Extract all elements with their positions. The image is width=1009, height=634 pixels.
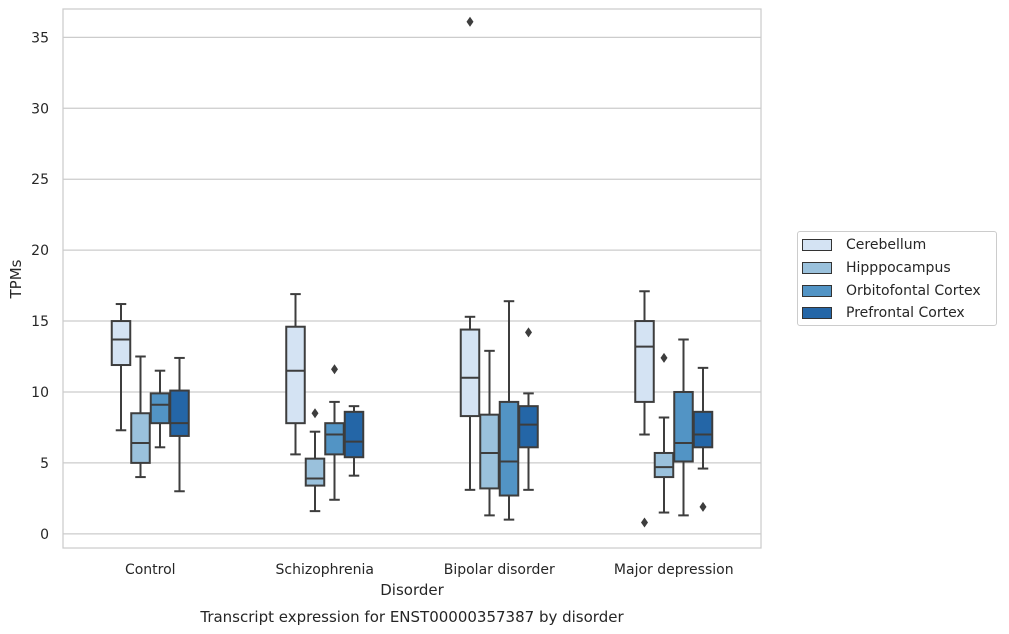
box-0-2: [149, 369, 171, 449]
box-body: [634, 320, 655, 403]
y-tick-label: 35: [31, 30, 49, 46]
box-1-1: [304, 408, 326, 513]
y-tick-label: 5: [40, 456, 49, 472]
plot-frame: [62, 8, 762, 549]
y-tick-label: 10: [31, 385, 49, 401]
outlier-point: [641, 517, 648, 528]
box-body: [304, 457, 326, 487]
box-body: [110, 320, 132, 367]
x-tick-label: Major depression: [614, 562, 734, 578]
outlier-point: [466, 16, 474, 27]
box-body: [653, 451, 675, 479]
box-0-3: [169, 356, 190, 493]
box-1-2: [324, 364, 345, 501]
x-tick-label: Control: [125, 562, 176, 578]
chart-caption: Transcript expression for ENST0000035738…: [199, 608, 624, 626]
boxes: [110, 16, 714, 528]
box-0-0: [110, 303, 132, 432]
box-body: [673, 390, 694, 463]
box-2-1: [479, 349, 500, 517]
box-2-0: [459, 16, 481, 491]
box-3-3: [692, 366, 714, 512]
x-tick-label: Bipolar disorder: [444, 562, 555, 578]
box-3-2: [673, 338, 694, 517]
box-3-0: [634, 290, 655, 528]
legend-item-prefrontal: Prefrontal Cortex: [802, 304, 965, 322]
x-tick-labels: Control Schizophrenia Bipolar disorder Majo…: [125, 562, 734, 578]
legend-label: Hipppocampus: [846, 260, 951, 276]
box-1-3: [343, 405, 365, 477]
outlier-point: [699, 501, 707, 512]
legend-item-orbitofrontal: Orbitofontal Cortex: [802, 282, 981, 300]
legend-item-cerebellum: Cerebellum: [802, 236, 926, 254]
legend-label: Orbitofontal Cortex: [846, 283, 981, 299]
legend-item-hippocampus: Hipppocampus: [802, 259, 951, 277]
box-body: [498, 400, 520, 497]
y-tick-label: 30: [31, 101, 49, 117]
legend-swatch-hippocampus: [802, 262, 832, 274]
outlier-point: [311, 408, 319, 419]
y-tick-label: 0: [40, 527, 49, 543]
box-body: [518, 405, 539, 449]
legend-swatch-cerebellum: [802, 239, 832, 251]
box-body: [343, 410, 365, 459]
box-0-1: [130, 355, 151, 479]
box-body: [130, 412, 151, 464]
legend: Cerebellum Hipppocampus Orbitofontal Cor…: [797, 231, 997, 326]
x-tick-label: Schizophrenia: [276, 562, 374, 578]
outlier-point: [660, 352, 668, 363]
box-body: [285, 325, 306, 425]
box-body: [169, 389, 190, 437]
box-body: [324, 422, 345, 456]
box-body: [459, 328, 481, 418]
y-tick-label: 25: [31, 172, 49, 188]
legend-label: Prefrontal Cortex: [846, 305, 965, 321]
box-body: [149, 392, 171, 425]
box-2-3: [518, 327, 539, 491]
box-body: [479, 413, 500, 490]
y-tick-label: 20: [31, 243, 49, 259]
box-body: [692, 410, 714, 449]
x-axis-title: Disorder: [380, 581, 444, 599]
outlier-point: [525, 327, 532, 338]
box-2-2: [498, 300, 520, 521]
y-axis-title: TPMs: [7, 259, 25, 299]
outlier-point: [331, 364, 338, 375]
box-1-0: [285, 293, 306, 456]
y-tick-labels: 0 5 10 15 20 25 30 35: [31, 30, 49, 542]
legend-label: Cerebellum: [846, 237, 927, 253]
y-tick-label: 15: [31, 314, 49, 330]
box-3-1: [653, 352, 675, 514]
legend-swatch-prefrontal: [802, 307, 832, 319]
legend-swatch-orbitofrontal: [802, 285, 832, 297]
